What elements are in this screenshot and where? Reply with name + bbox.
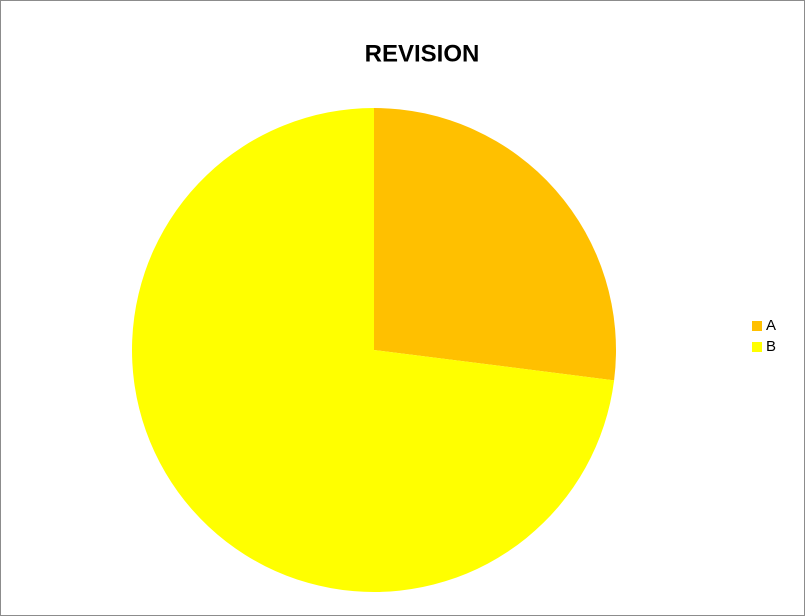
legend-label: B [766,338,776,355]
chart-title: REVISION [365,40,480,67]
legend-swatch [752,321,762,331]
legend-label: A [766,317,776,334]
pie-slice [131,108,615,592]
pie-slice [374,108,616,381]
legend-swatch [752,342,762,352]
